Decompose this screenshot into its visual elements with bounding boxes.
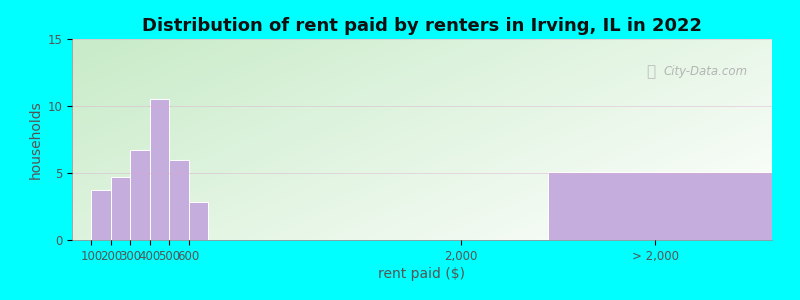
Bar: [170, 160, 189, 240]
Bar: [91, 190, 111, 240]
Bar: [150, 99, 170, 240]
Bar: [548, 172, 772, 240]
Text: City-Data.com: City-Data.com: [663, 65, 748, 78]
Bar: [189, 202, 208, 240]
Bar: [130, 150, 150, 240]
Text: ⌕: ⌕: [646, 64, 655, 79]
X-axis label: rent paid ($): rent paid ($): [378, 267, 466, 281]
Title: Distribution of rent paid by renters in Irving, IL in 2022: Distribution of rent paid by renters in …: [142, 17, 702, 35]
Bar: [111, 177, 130, 240]
Y-axis label: households: households: [30, 100, 43, 179]
